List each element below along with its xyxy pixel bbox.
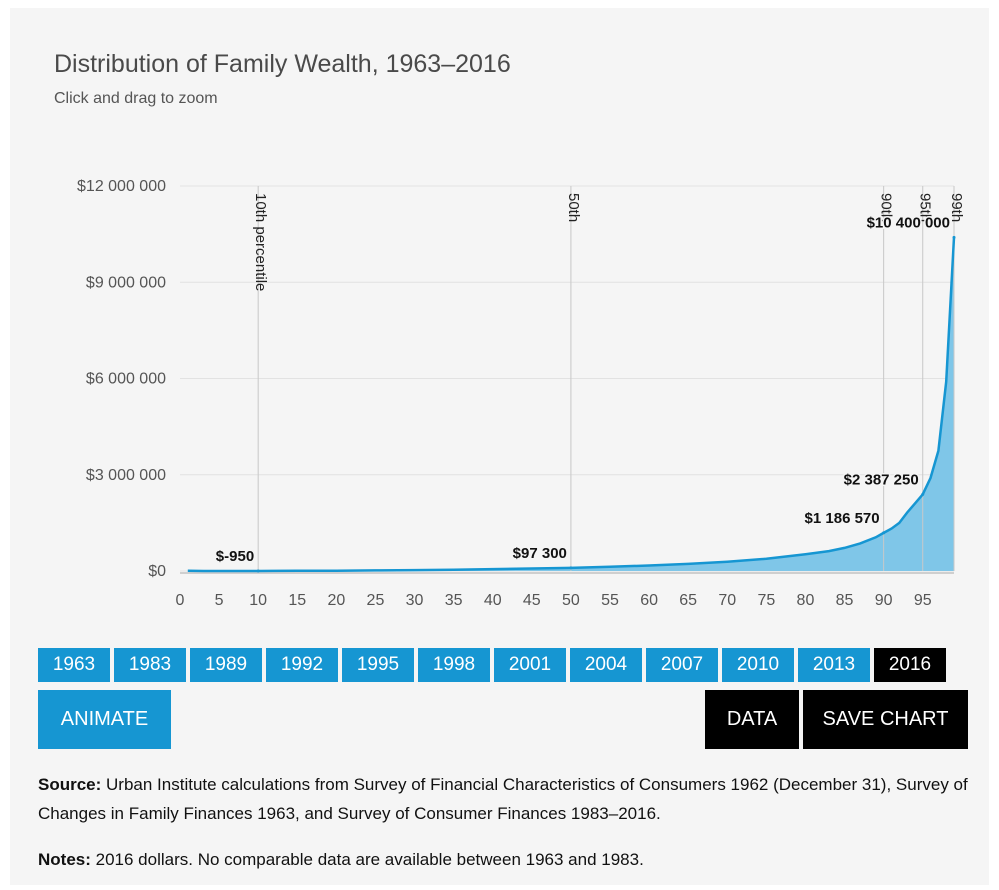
data-button[interactable]: DATA: [705, 690, 799, 749]
reference-label-95: 95th: [917, 193, 934, 222]
year-button-2001[interactable]: 2001: [494, 648, 566, 682]
year-button-2004[interactable]: 2004: [570, 648, 642, 682]
x-tick-label: 75: [757, 592, 775, 609]
y-tick-label: $9 000 000: [86, 274, 166, 291]
chart-panel: Distribution of Family Wealth, 1963–2016…: [10, 8, 989, 885]
data-label: $10 400 000: [867, 214, 950, 231]
reference-label-10: 10th percentile: [252, 193, 269, 291]
x-tick-label: 10: [249, 592, 267, 609]
x-tick-label: 50: [562, 592, 580, 609]
y-tick-label: $3 000 000: [86, 467, 166, 484]
x-tick-label: 20: [327, 592, 345, 609]
year-button-1989[interactable]: 1989: [190, 648, 262, 682]
year-button-2007[interactable]: 2007: [646, 648, 718, 682]
y-tick-label: $12 000 000: [77, 178, 166, 195]
data-point: [952, 235, 956, 239]
x-tick-label: 80: [797, 592, 815, 609]
x-tick-label: 60: [640, 592, 658, 609]
data-point: [569, 566, 573, 570]
x-tick-label: 25: [367, 592, 385, 609]
data-label: $2 387 250: [844, 471, 919, 488]
source-note: Source: Urban Institute calculations fro…: [38, 770, 978, 828]
source-label: Source:: [38, 775, 102, 794]
x-tick-label: 40: [484, 592, 502, 609]
x-tick-label: 90: [875, 592, 893, 609]
reference-label-90: 90th: [878, 193, 895, 222]
reference-label-50: 50th: [565, 193, 582, 222]
x-tick-label: 85: [836, 592, 854, 609]
animate-button[interactable]: ANIMATE: [38, 690, 171, 749]
year-button-2016[interactable]: 2016: [874, 648, 946, 682]
data-label: $-950: [216, 548, 254, 565]
y-tick-label: $0: [148, 563, 166, 580]
year-button-1992[interactable]: 1992: [266, 648, 338, 682]
x-tick-label: 45: [523, 592, 541, 609]
year-button-1998[interactable]: 1998: [418, 648, 490, 682]
x-tick-label: 0: [176, 592, 185, 609]
x-tick-label: 55: [601, 592, 619, 609]
x-tick-label: 5: [215, 592, 224, 609]
data-point: [921, 492, 925, 496]
x-tick-label: 95: [914, 592, 932, 609]
source-text: Urban Institute calculations from Survey…: [38, 775, 968, 823]
notes-text: 2016 dollars. No comparable data are ava…: [90, 850, 644, 869]
chart-subtitle: Click and drag to zoom: [54, 90, 218, 107]
x-tick-label: 70: [718, 592, 736, 609]
wealth-chart[interactable]: $0 $3 000 000 $6 000 000 $9 000 000 $12 000 …: [10, 8, 989, 638]
year-button-2013[interactable]: 2013: [798, 648, 870, 682]
year-button-1995[interactable]: 1995: [342, 648, 414, 682]
year-selector: 1963 1983 1989 1992 1995 1998 2001 2004 2007 2010…: [38, 648, 946, 682]
year-button-1983[interactable]: 1983: [114, 648, 186, 682]
x-tick-label: 35: [445, 592, 463, 609]
save-chart-button[interactable]: SAVE CHART: [803, 690, 968, 749]
data-label: $97 300: [513, 545, 567, 562]
data-point: [256, 569, 260, 573]
data-point: [882, 531, 886, 535]
chart-title: Distribution of Family Wealth, 1963–2016: [54, 50, 511, 78]
notes-label: Notes:: [38, 850, 91, 869]
y-tick-label: $6 000 000: [86, 371, 166, 388]
year-button-1963[interactable]: 1963: [38, 648, 110, 682]
reference-label-99: 99th: [948, 193, 965, 222]
data-label: $1 186 570: [805, 510, 880, 527]
x-tick-label: 30: [406, 592, 424, 609]
x-tick-label: 65: [679, 592, 697, 609]
notes-note: Notes: 2016 dollars. No comparable data …: [38, 845, 644, 874]
series-line-2016: [187, 237, 956, 573]
year-button-2010[interactable]: 2010: [722, 648, 794, 682]
x-tick-label: 15: [288, 592, 306, 609]
